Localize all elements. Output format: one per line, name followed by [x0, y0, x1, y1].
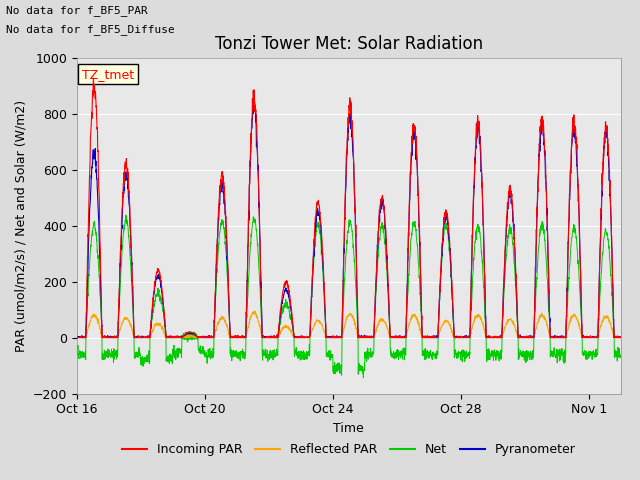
Text: TZ_tmet: TZ_tmet — [82, 68, 134, 81]
X-axis label: Time: Time — [333, 422, 364, 435]
Legend: Incoming PAR, Reflected PAR, Net, Pyranometer: Incoming PAR, Reflected PAR, Net, Pyrano… — [117, 438, 580, 461]
Y-axis label: PAR (umol/m2/s) / Net and Solar (W/m2): PAR (umol/m2/s) / Net and Solar (W/m2) — [14, 99, 27, 352]
Text: No data for f_BF5_Diffuse: No data for f_BF5_Diffuse — [6, 24, 175, 35]
Text: No data for f_BF5_PAR: No data for f_BF5_PAR — [6, 5, 148, 16]
Title: Tonzi Tower Met: Solar Radiation: Tonzi Tower Met: Solar Radiation — [215, 35, 483, 53]
